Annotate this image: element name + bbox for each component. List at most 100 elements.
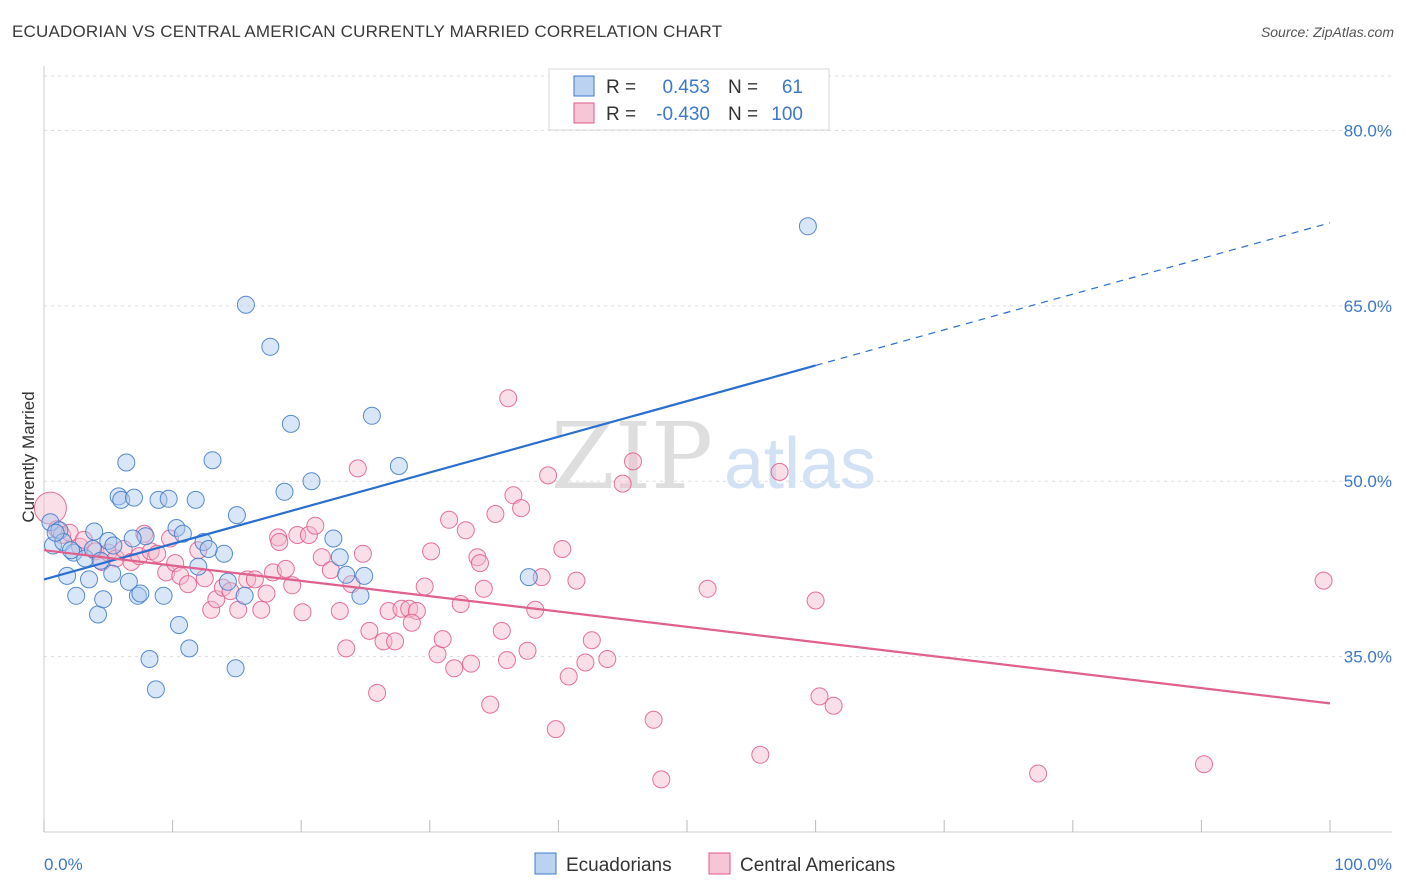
point-central-american <box>559 667 578 686</box>
point-central-american <box>518 641 537 660</box>
watermark: ZIP atlas <box>551 403 876 510</box>
point-central-american <box>306 516 325 535</box>
point-central-american <box>1195 755 1213 774</box>
point-ecuadorian <box>170 616 188 634</box>
point-central-american <box>498 651 516 670</box>
point-central-american <box>207 590 226 609</box>
point-ecuadorian <box>103 564 122 583</box>
point-ecuadorian <box>218 572 237 591</box>
point-central-american <box>433 630 452 649</box>
point-ecuadorian <box>58 566 77 585</box>
point-ecuadorian <box>128 586 147 605</box>
point-central-american <box>499 389 518 408</box>
point-central-american <box>613 474 632 493</box>
point-ecuadorian <box>146 680 165 699</box>
point-ecuadorian <box>227 506 246 525</box>
point-central-american <box>270 533 289 551</box>
point-central-american <box>751 745 770 764</box>
point-central-american <box>539 466 558 485</box>
point-central-american <box>402 613 421 632</box>
series-legend: Ecuadorians Central Americans <box>534 852 895 876</box>
point-ecuadorian <box>389 457 408 475</box>
trend-lines <box>43 222 1331 705</box>
legend-n-value-2: 100 <box>771 104 803 125</box>
point-ecuadorian <box>91 551 110 570</box>
bottom-legend-label-ecuadorians: Ecuadorians <box>566 855 672 876</box>
point-central-american <box>422 542 441 561</box>
point-central-american <box>486 505 505 523</box>
point-central-american <box>481 695 500 714</box>
point-central-american <box>770 462 789 481</box>
point-ecuadorian <box>324 529 343 548</box>
y-tick-label: 50.0% <box>1344 472 1392 491</box>
point-ecuadorian <box>117 453 136 472</box>
point-central-american <box>312 548 331 567</box>
point-ecuadorian <box>173 524 192 543</box>
point-ecuadorian <box>140 650 159 668</box>
chart-title: ECUADORIAN VS CENTRAL AMERICAN CURRENTLY… <box>12 22 723 41</box>
point-central-american <box>598 650 617 668</box>
bottom-legend-label-central-americans: Central Americans <box>740 855 895 876</box>
point-central-american <box>532 568 551 587</box>
legend-r-value-1: 0.453 <box>662 77 710 98</box>
point-central-american <box>299 526 318 544</box>
point-ecuadorian <box>362 406 381 425</box>
point-central-american <box>698 579 717 598</box>
y-tick-labels: 35.0% 50.0% 65.0% 80.0% <box>1344 121 1392 666</box>
point-ecuadorian <box>125 488 143 507</box>
x-tick-label-min: 0.0% <box>44 855 83 874</box>
point-central-american <box>337 639 356 658</box>
y-axis-label: Currently Married <box>19 391 38 522</box>
watermark-zip: ZIP <box>551 403 713 510</box>
point-ecuadorian <box>80 570 98 589</box>
legend-n-value-1: 61 <box>782 77 803 98</box>
point-ecuadorian <box>89 605 107 624</box>
point-ecuadorian <box>189 557 208 576</box>
bottom-legend-swatch-central-americans <box>708 852 731 875</box>
point-central-american <box>407 602 426 620</box>
series-central-americans <box>33 389 1333 789</box>
x-tick-label-max: 100.0% <box>1334 855 1392 874</box>
point-central-american <box>360 621 379 640</box>
point-central-american <box>462 654 480 673</box>
point-ecuadorian <box>131 584 150 603</box>
point-ecuadorian <box>104 536 123 555</box>
point-ecuadorian <box>94 590 113 609</box>
point-ecuadorian <box>215 544 233 563</box>
point-ecuadorian <box>119 572 138 591</box>
point-ecuadorian <box>203 451 222 470</box>
point-central-american <box>245 570 264 589</box>
point-central-american <box>546 720 565 739</box>
point-central-american <box>806 591 825 610</box>
point-central-american <box>415 577 434 596</box>
point-ecuadorian <box>62 541 80 560</box>
point-central-american <box>810 687 829 706</box>
point-ecuadorian <box>186 490 205 509</box>
gridlines <box>44 75 1392 658</box>
y-tick-label: 65.0% <box>1344 297 1392 316</box>
point-ecuadorian <box>337 565 356 584</box>
point-central-american <box>582 631 601 650</box>
point-central-american <box>293 603 312 622</box>
legend-n-label-1: N = <box>728 77 758 98</box>
watermark-atlas: atlas <box>724 424 876 504</box>
point-central-american <box>624 452 642 471</box>
point-ecuadorian <box>159 489 178 508</box>
point-ecuadorian <box>302 472 321 491</box>
point-central-american <box>202 600 221 619</box>
point-central-american <box>567 571 586 590</box>
axes <box>43 66 1392 833</box>
point-central-american <box>824 696 843 715</box>
point-ecuadorian <box>798 217 817 236</box>
point-central-american <box>1029 764 1048 783</box>
legend-r-label-2: R = <box>606 104 636 125</box>
point-central-american <box>179 575 197 594</box>
point-ecuadorian <box>46 523 65 542</box>
y-tick-label: 80.0% <box>1344 121 1392 140</box>
trend-line-central-americans <box>43 549 1331 705</box>
point-central-american <box>652 770 671 789</box>
legend-r-label-1: R = <box>606 77 636 98</box>
point-central-american <box>368 683 387 702</box>
point-ecuadorian <box>154 586 173 605</box>
